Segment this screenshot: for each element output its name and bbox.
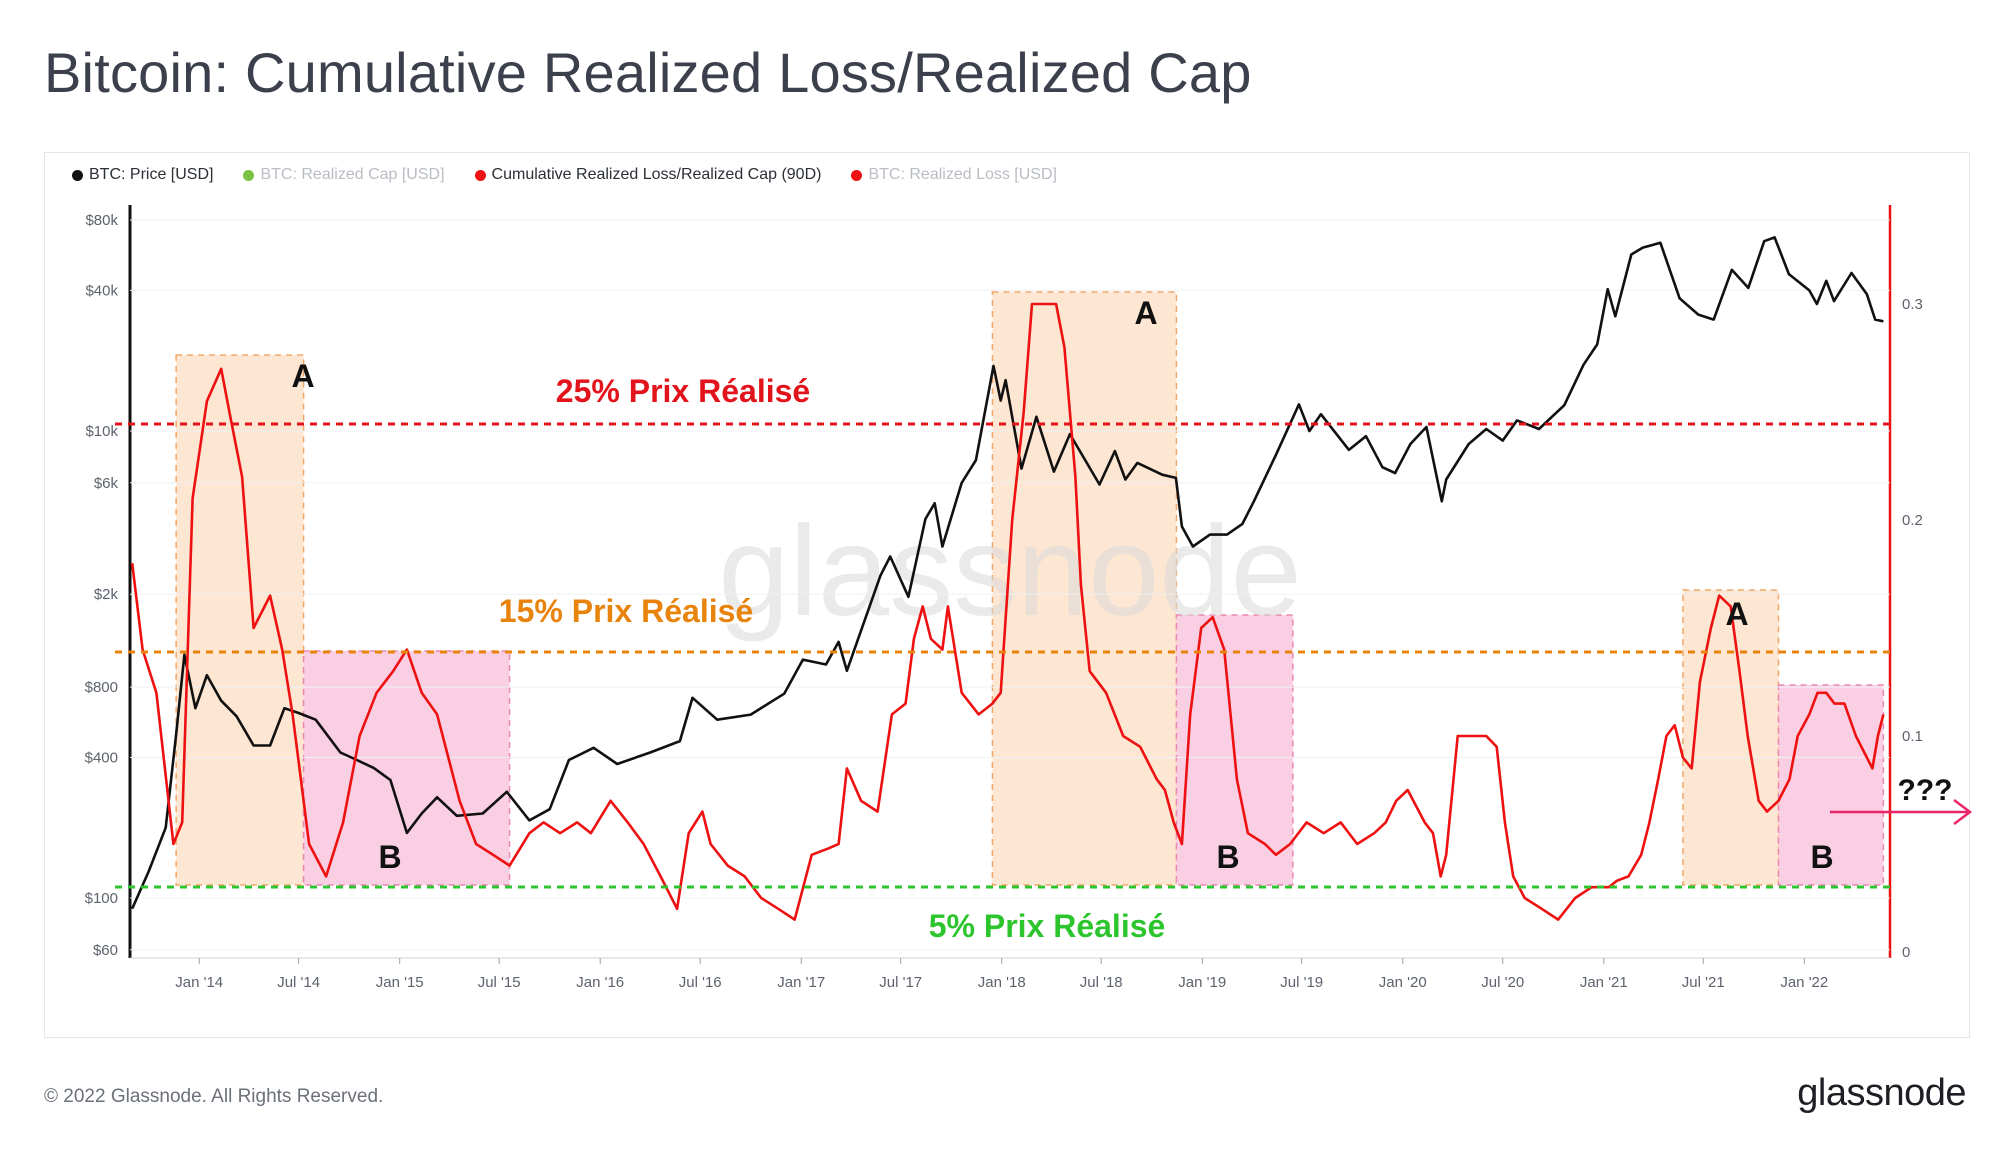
legend-dot-realized-cap — [243, 169, 255, 181]
x-tick-label: Jan '18 — [978, 974, 1026, 991]
legend-label-price: BTC: Price [USD] — [89, 166, 214, 183]
legend-dot-ratio — [474, 169, 486, 181]
question-marks: ??? — [1898, 774, 1953, 807]
legend-item-price[interactable]: BTC: Price [USD] — [72, 166, 213, 184]
left-tick-label: $800 — [85, 679, 118, 696]
left-tick-label: $10k — [85, 423, 118, 440]
legend-label-realized-loss: BTC: Realized Loss [USD] — [868, 166, 1057, 183]
x-tick-label: Jul '21 — [1682, 974, 1725, 991]
series-line-price — [131, 236, 1884, 910]
legend-item-ratio[interactable]: Cumulative Realized Loss/Realized Cap (9… — [474, 166, 822, 184]
left-tick-label: $6k — [94, 475, 119, 492]
x-tick-label: Jul '16 — [679, 974, 722, 991]
series-line-ratio — [130, 302, 1885, 921]
left-tick-label: $400 — [85, 749, 118, 766]
x-tick-label: Jul '15 — [478, 974, 521, 991]
x-tick-label: Jul '18 — [1080, 974, 1123, 991]
legend-item-realized-cap[interactable]: BTC: Realized Cap [USD] — [243, 166, 445, 184]
x-tick-label: Jan '22 — [1780, 974, 1828, 991]
x-tick-label: Jul '19 — [1280, 974, 1323, 991]
zone-label-a-2: A — [1134, 295, 1157, 331]
legend-dot-price — [72, 169, 83, 181]
zone-b-5 — [1777, 684, 1885, 886]
annotations-layer: A B A B A B??? — [291, 295, 1973, 875]
x-tick-label: Jan '14 — [175, 974, 223, 991]
zone-label-a-4: A — [1725, 596, 1748, 632]
reference-line-label-1: 15% Prix Réalisé — [499, 593, 753, 629]
zone-label-b-1: B — [378, 839, 401, 875]
reference-line-label-0: 25% Prix Réalisé — [556, 373, 810, 409]
zone-label-b-3: B — [1216, 839, 1239, 875]
right-tick-label: 0.1 — [1902, 728, 1923, 745]
zone-a-2 — [991, 291, 1178, 886]
legend-label-realized-cap: BTC: Realized Cap [USD] — [260, 166, 445, 183]
right-tick-label: 0 — [1902, 944, 1910, 961]
x-tick-label: Jan '15 — [376, 974, 424, 991]
left-tick-label: $2k — [94, 586, 119, 603]
page-title: Bitcoin: Cumulative Realized Loss/Realiz… — [44, 41, 1252, 104]
right-tick-label: 0.3 — [1902, 296, 1923, 313]
x-tick-label: Jul '17 — [879, 974, 922, 991]
legend-item-realized-loss[interactable]: BTC: Realized Loss [USD] — [851, 166, 1057, 184]
footer-copyright: © 2022 Glassnode. All Rights Reserved. — [44, 1086, 384, 1107]
left-tick-label: $100 — [85, 890, 118, 907]
x-tick-label: Jan '17 — [777, 974, 825, 991]
legend-label-ratio: Cumulative Realized Loss/Realized Cap (9… — [491, 166, 822, 183]
axes-layer: $60 $100 $400 $800 $2k $6k $10k $40k $80k 0 0.1 0.2… — [85, 205, 1923, 991]
zones-layer — [175, 291, 1885, 886]
right-tick-label: 0.2 — [1902, 512, 1923, 529]
x-tick-label: Jan '19 — [1178, 974, 1226, 991]
reference-lines-layer: 25% Prix Réalisé 15% Prix Réalisé 5% Prix … — [115, 373, 1890, 944]
left-tick-label: $40k — [85, 282, 118, 299]
zone-a-0 — [175, 354, 305, 886]
x-tick-label: Jan '21 — [1580, 974, 1628, 991]
zone-b-1 — [302, 650, 511, 886]
zone-label-a-0: A — [291, 358, 314, 394]
left-tick-label: $80k — [85, 212, 118, 229]
reference-line-label-2: 5% Prix Réalisé — [929, 908, 1166, 944]
series-layer — [130, 236, 1885, 921]
x-tick-label: Jul '20 — [1481, 974, 1524, 991]
brand-logo: glassnode — [1797, 1072, 1966, 1114]
zone-label-b-5: B — [1810, 839, 1833, 875]
chart-legend: BTC: Price [USD] BTC: Realized Cap [USD]… — [72, 166, 1057, 184]
x-tick-label: Jan '20 — [1379, 974, 1427, 991]
zone-a-4 — [1682, 589, 1780, 886]
legend-dot-realized-loss — [851, 169, 863, 181]
arrow-head — [1953, 799, 1973, 825]
x-tick-label: Jul '14 — [277, 974, 320, 991]
left-tick-label: $60 — [93, 942, 118, 959]
x-tick-label: Jan '16 — [576, 974, 624, 991]
